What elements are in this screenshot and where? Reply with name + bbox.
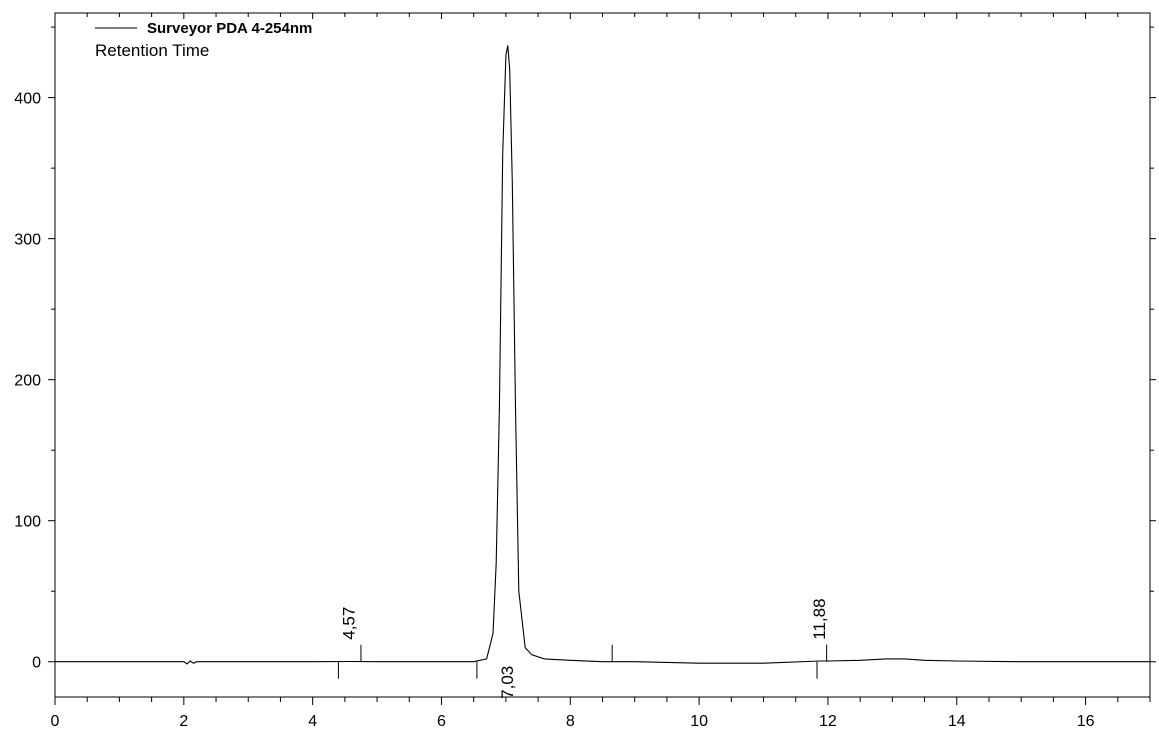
x-tick-label: 4 [308, 713, 317, 729]
x-tick-label: 2 [179, 713, 188, 729]
y-tick-label: 400 [14, 91, 41, 108]
peak-3: 11,88 [810, 598, 829, 679]
x-tick-label: 14 [948, 713, 966, 729]
y-tick-label: 200 [14, 373, 41, 390]
subtitle: Retention Time [95, 41, 209, 60]
peak-1: 4,57 [337, 607, 362, 679]
x-tick-label: 0 [51, 713, 60, 729]
peak-label: 4,57 [339, 607, 358, 640]
peak-label: 7,03 [498, 666, 517, 699]
legend-label: Surveyor PDA 4-254nm [147, 20, 312, 37]
y-tick-label: 300 [14, 232, 41, 249]
x-tick-label: 10 [690, 713, 708, 729]
legend: Surveyor PDA 4-254nm Retention Time [95, 20, 312, 60]
y-tick-label: 100 [14, 514, 41, 531]
signal-line [55, 45, 1150, 665]
tick-labels: 0 2 4 6 8 10 12 14 16 0 100 200 300 400 [14, 91, 1094, 729]
x-tick-label: 8 [566, 713, 575, 729]
x-tick-label: 12 [819, 713, 837, 729]
peak-2: 7,03 [476, 644, 613, 699]
y-tick-label: 0 [32, 655, 41, 672]
peak-label: 11,88 [810, 598, 829, 639]
plot-frame [54, 12, 1151, 698]
peak-markers: 4,57 7,03 11,88 [337, 598, 829, 699]
tick-marks [48, 13, 1156, 705]
x-tick-label: 16 [1077, 713, 1095, 729]
x-tick-label: 6 [437, 713, 446, 729]
